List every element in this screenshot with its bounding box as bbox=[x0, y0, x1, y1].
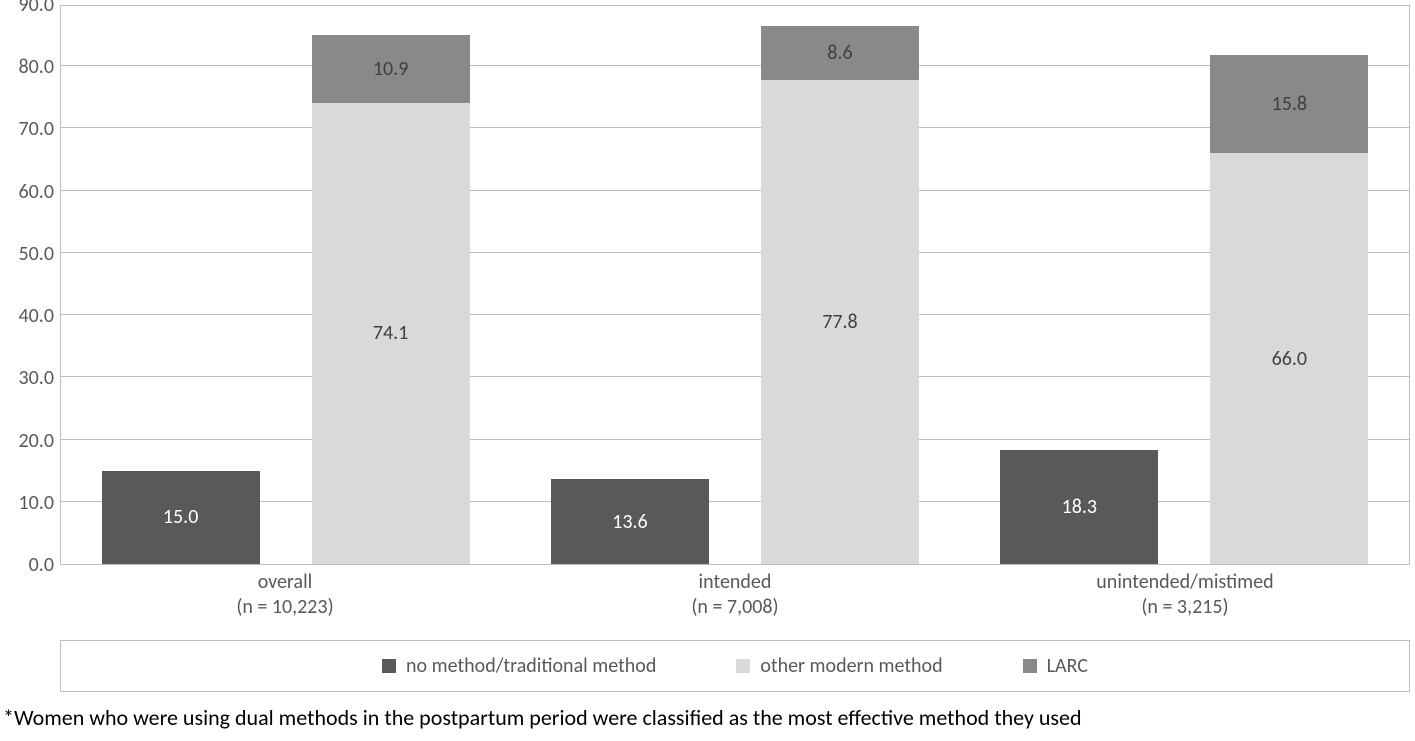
y-tick-label: 10.0 bbox=[19, 491, 54, 515]
legend-label: no method/traditional method bbox=[406, 654, 656, 678]
bar-segment-other-modern: 74.1 bbox=[312, 103, 470, 564]
chart-frame: 0.010.020.030.040.050.060.070.080.090.0 … bbox=[0, 0, 1415, 741]
x-axis-label-line1: overall bbox=[60, 570, 510, 595]
y-tick-label: 80.0 bbox=[19, 55, 54, 79]
y-tick-label: 40.0 bbox=[19, 304, 54, 328]
bar-stacked: 77.88.6 bbox=[761, 26, 919, 564]
bar-stacked: 74.110.9 bbox=[312, 35, 470, 564]
x-axis-labels: overall(n = 10,223)intended(n = 7,008)un… bbox=[60, 570, 1410, 632]
bar-segment-larc: 10.9 bbox=[312, 35, 470, 103]
x-axis-label-line2: (n = 3,215) bbox=[960, 595, 1410, 620]
bar-value-label: 13.6 bbox=[551, 479, 709, 564]
y-tick-label: 60.0 bbox=[19, 180, 54, 204]
plot-area: 15.0 74.110.9 13.6 77.88.6 18.3 66.015.8 bbox=[60, 5, 1410, 565]
x-axis-label-line1: intended bbox=[510, 570, 960, 595]
bar-segment-larc: 15.8 bbox=[1210, 55, 1368, 153]
bar-no-method: 15.0 bbox=[102, 471, 260, 564]
legend-item: no method/traditional method bbox=[382, 654, 656, 678]
bar-group: 15.0 74.110.9 bbox=[61, 6, 510, 564]
y-tick-label: 0.0 bbox=[29, 553, 54, 577]
y-axis: 0.010.020.030.040.050.060.070.080.090.0 bbox=[0, 0, 60, 570]
legend-swatch bbox=[736, 659, 750, 673]
bar-group: 13.6 77.88.6 bbox=[510, 6, 959, 564]
bar-value-label: 15.0 bbox=[102, 471, 260, 564]
bar-value-label: 18.3 bbox=[1000, 450, 1158, 564]
legend: no method/traditional method other modern… bbox=[60, 640, 1410, 692]
bar-stacked: 66.015.8 bbox=[1210, 55, 1368, 564]
bar-segment-other-modern: 66.0 bbox=[1210, 153, 1368, 564]
footnote: *Women who were using dual methods in th… bbox=[3, 704, 1082, 731]
x-axis-label-line2: (n = 10,223) bbox=[60, 595, 510, 620]
x-axis-label: unintended/mistimed(n = 3,215) bbox=[960, 570, 1410, 620]
legend-label: LARC bbox=[1047, 654, 1088, 678]
bar-segment-larc: 8.6 bbox=[761, 26, 919, 80]
y-tick-label: 90.0 bbox=[19, 0, 54, 17]
legend-item: other modern method bbox=[736, 654, 942, 678]
x-axis-label-line2: (n = 7,008) bbox=[510, 595, 960, 620]
x-axis-label-line1: unintended/mistimed bbox=[960, 570, 1410, 595]
y-tick-label: 50.0 bbox=[19, 242, 54, 266]
x-axis-label: intended(n = 7,008) bbox=[510, 570, 960, 620]
y-tick-label: 20.0 bbox=[19, 429, 54, 453]
y-tick-label: 30.0 bbox=[19, 366, 54, 390]
bar-no-method: 18.3 bbox=[1000, 450, 1158, 564]
bar-segment-other-modern: 77.8 bbox=[761, 80, 919, 564]
legend-swatch bbox=[1023, 659, 1037, 673]
bar-group: 18.3 66.015.8 bbox=[960, 6, 1409, 564]
x-axis-label: overall(n = 10,223) bbox=[60, 570, 510, 620]
legend-swatch bbox=[382, 659, 396, 673]
bar-no-method: 13.6 bbox=[551, 479, 709, 564]
legend-label: other modern method bbox=[760, 654, 942, 678]
legend-item: LARC bbox=[1023, 654, 1088, 678]
y-tick-label: 70.0 bbox=[19, 117, 54, 141]
